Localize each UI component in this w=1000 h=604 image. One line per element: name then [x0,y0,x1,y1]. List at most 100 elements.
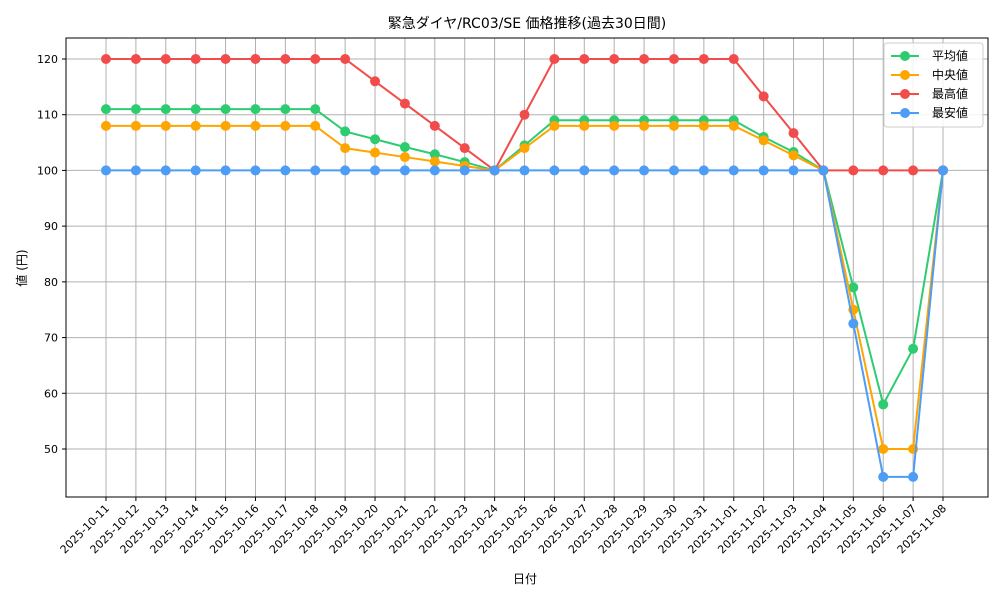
data-point [101,165,111,176]
data-point [280,120,291,131]
y-tick-label: 110 [37,109,58,122]
data-point [549,54,560,64]
data-point [728,54,739,64]
data-point [130,120,141,131]
data-point [101,104,111,115]
data-point [698,54,709,64]
data-point [668,165,679,176]
data-point [639,165,650,176]
data-point [878,444,889,454]
data-point [340,54,351,64]
data-point [489,165,500,176]
legend-item: 中央値 [891,67,968,82]
data-point [130,54,141,64]
data-point [549,165,560,176]
data-point [160,54,171,64]
legend-item: 平均値 [891,48,968,63]
data-point [668,120,679,131]
data-point [728,165,739,176]
legend-label: 最高値 [932,86,968,101]
data-point [938,165,948,176]
data-point [579,165,590,176]
data-point [190,120,201,131]
data-point [280,165,291,176]
data-point [130,104,141,115]
data-point [698,120,709,131]
y-tick-label: 80 [44,276,58,289]
data-point [280,54,291,64]
legend-item: 最高値 [891,86,968,101]
data-point [399,142,410,153]
data-point [310,104,321,115]
data-point [370,76,381,87]
data-point [250,120,261,131]
data-point [101,120,111,131]
data-point [399,165,410,176]
grid-lines [66,38,988,497]
data-point [758,135,769,146]
data-point [399,98,410,109]
data-point [848,318,859,329]
data-point [758,91,769,102]
data-point [668,54,679,64]
data-point [310,165,321,176]
data-point [848,165,859,176]
data-point [549,120,560,131]
data-point [310,54,321,64]
data-point [310,120,321,131]
data-point [101,54,111,64]
x-axis-label: 日付 [513,572,537,586]
y-tick-label: 90 [44,220,58,233]
data-point [818,165,829,176]
data-point [340,165,351,176]
data-point [250,104,261,115]
plot-frame [65,37,989,498]
data-point [370,165,381,176]
legend-label: 平均値 [932,48,968,63]
data-point [220,165,231,176]
data-point [519,143,530,154]
legend-marker-icon [900,51,910,61]
data-point [878,399,889,410]
y-tick-label: 70 [44,332,58,345]
data-point [190,104,201,115]
legend-marker-icon [900,70,910,80]
data-point [609,54,620,64]
series-最安値 [101,165,948,482]
data-point [639,120,650,131]
series-layer [101,54,948,482]
data-point [220,54,231,64]
y-tick-label: 50 [44,443,58,456]
x-axis: 2025-10-112025-10-122025-10-132025-10-14… [58,497,949,556]
data-point [459,165,470,176]
data-point [250,165,261,176]
legend-marker-icon [900,89,910,99]
y-axis: 50 60 70 80 90 100 110 120 [37,53,66,456]
data-point [878,471,889,482]
data-point [908,471,919,482]
data-point [160,165,171,176]
data-point [788,150,799,161]
data-point [130,165,141,176]
data-point [908,343,919,354]
data-point [340,143,351,154]
data-point [250,54,261,64]
chart-title: 緊急ダイヤ/RC03/SE 価格推移(過去30日間) [388,16,667,32]
data-point [579,54,590,64]
legend-box [883,42,984,128]
data-point [609,120,620,131]
data-point [160,104,171,115]
data-point [609,165,620,176]
y-axis-label: 値 (円) [14,249,29,286]
data-point [519,109,530,120]
data-point [429,156,440,167]
data-point [579,120,590,131]
series-中央値 [101,120,948,454]
y-tick-label: 100 [37,164,58,177]
legend-label: 最安値 [932,105,968,120]
data-point [370,134,381,145]
legend-label: 中央値 [932,67,968,82]
data-point [160,120,171,131]
